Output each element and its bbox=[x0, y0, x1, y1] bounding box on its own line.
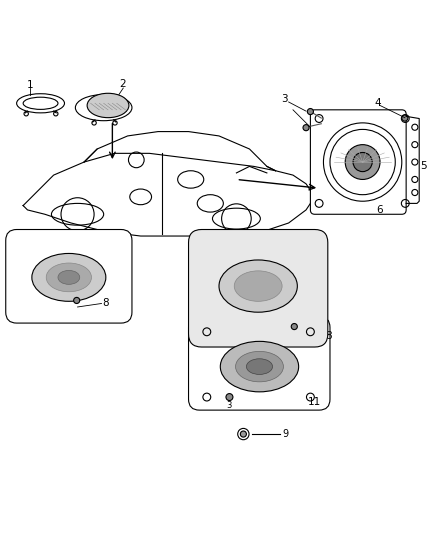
Ellipse shape bbox=[220, 341, 299, 392]
Circle shape bbox=[303, 125, 309, 131]
Circle shape bbox=[226, 393, 233, 400]
Ellipse shape bbox=[58, 270, 80, 284]
Ellipse shape bbox=[32, 254, 106, 301]
Circle shape bbox=[291, 324, 297, 329]
Ellipse shape bbox=[236, 351, 283, 382]
Text: 11: 11 bbox=[308, 397, 321, 407]
FancyBboxPatch shape bbox=[188, 317, 330, 410]
Circle shape bbox=[307, 109, 314, 115]
Ellipse shape bbox=[51, 204, 104, 225]
Ellipse shape bbox=[247, 359, 272, 375]
Text: 7: 7 bbox=[305, 294, 311, 304]
Text: 6: 6 bbox=[377, 205, 383, 215]
Text: 8: 8 bbox=[102, 298, 109, 309]
Ellipse shape bbox=[353, 152, 372, 172]
FancyBboxPatch shape bbox=[311, 110, 406, 214]
Text: 2: 2 bbox=[119, 79, 126, 88]
Text: 10: 10 bbox=[316, 320, 328, 330]
Text: 5: 5 bbox=[420, 161, 427, 172]
Ellipse shape bbox=[234, 271, 282, 301]
Circle shape bbox=[240, 431, 247, 437]
Circle shape bbox=[74, 297, 80, 303]
Ellipse shape bbox=[219, 260, 297, 312]
Ellipse shape bbox=[87, 93, 129, 118]
Text: 3: 3 bbox=[227, 401, 232, 410]
Text: 1: 1 bbox=[26, 80, 33, 90]
Ellipse shape bbox=[345, 144, 380, 180]
Ellipse shape bbox=[46, 263, 92, 292]
Ellipse shape bbox=[212, 208, 260, 229]
Text: 8: 8 bbox=[325, 331, 332, 341]
Text: 3: 3 bbox=[281, 94, 288, 104]
Text: 9: 9 bbox=[282, 429, 288, 439]
Circle shape bbox=[402, 115, 408, 121]
FancyBboxPatch shape bbox=[188, 230, 328, 347]
FancyBboxPatch shape bbox=[6, 230, 132, 323]
Text: 4: 4 bbox=[374, 98, 381, 108]
